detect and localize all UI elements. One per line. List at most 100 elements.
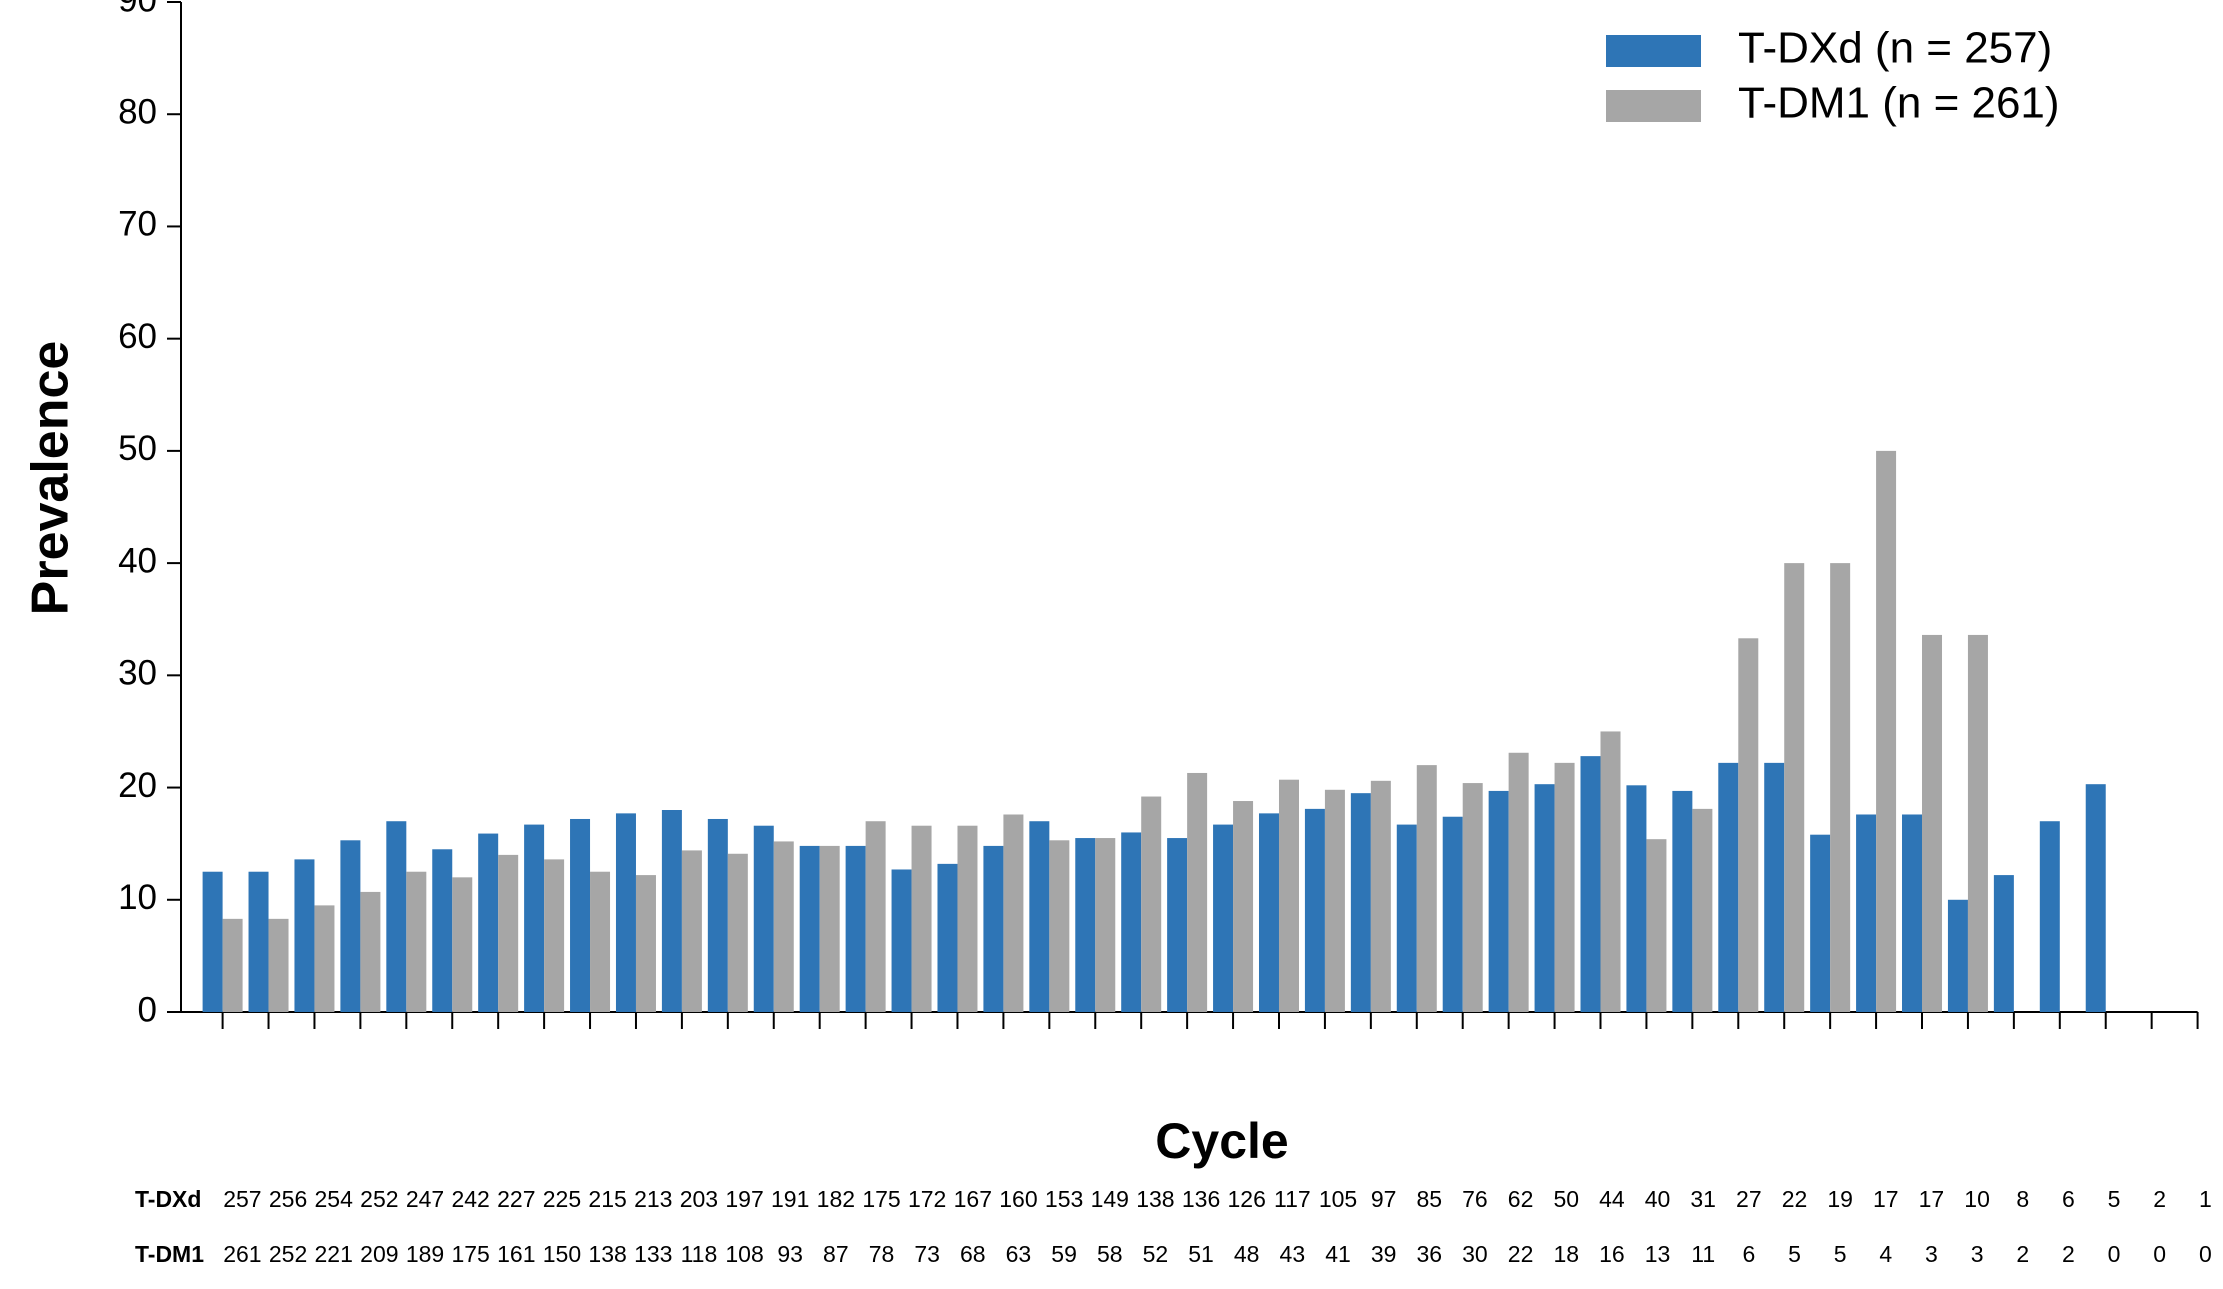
risk-value: 5	[1788, 1241, 1801, 1267]
risk-value: 78	[869, 1241, 895, 1267]
bar	[524, 824, 545, 1012]
bar	[1718, 762, 1739, 1012]
risk-value: 39	[1371, 1241, 1397, 1267]
bar	[707, 818, 728, 1012]
bar	[727, 853, 748, 1012]
risk-value: 18	[1553, 1241, 1579, 1267]
bar	[1258, 813, 1279, 1012]
bar	[544, 859, 565, 1012]
risk-value: 58	[1097, 1241, 1123, 1267]
bar	[957, 825, 978, 1012]
y-tick-label: 70	[118, 205, 157, 244]
risk-value: 48	[1234, 1241, 1260, 1267]
bar	[1600, 731, 1621, 1012]
bar	[590, 871, 611, 1012]
bar	[845, 845, 866, 1012]
risk-value: 31	[1690, 1186, 1716, 1212]
bar	[1646, 839, 1667, 1012]
bar	[1049, 840, 1070, 1012]
risk-value: 118	[681, 1241, 718, 1267]
risk-value: 160	[999, 1186, 1037, 1212]
risk-value: 256	[269, 1186, 307, 1212]
risk-value: 36	[1417, 1241, 1443, 1267]
risk-value: 215	[588, 1186, 626, 1212]
risk-value: 182	[817, 1186, 855, 1212]
bar	[1075, 838, 1096, 1012]
bar	[202, 871, 223, 1012]
bar	[1029, 821, 1050, 1012]
risk-value: 138	[1136, 1186, 1174, 1212]
bar	[983, 845, 1004, 1012]
bar	[1324, 789, 1345, 1012]
risk-value: 126	[1228, 1186, 1266, 1212]
legend-label: T-DM1 (n = 261)	[1738, 79, 2060, 128]
bar	[386, 821, 407, 1012]
risk-row-label: T-DXd	[135, 1186, 201, 1212]
bar	[2039, 821, 2060, 1012]
bar	[1534, 784, 1555, 1012]
bar	[1947, 899, 1968, 1012]
risk-value: 108	[725, 1241, 763, 1267]
bar	[1167, 838, 1188, 1012]
risk-value: 149	[1091, 1186, 1129, 1212]
y-tick-label: 30	[118, 654, 157, 693]
risk-value: 62	[1508, 1186, 1534, 1212]
risk-value: 51	[1188, 1241, 1214, 1267]
risk-value: 93	[777, 1241, 803, 1267]
y-axis-title: Prevalence	[22, 341, 80, 616]
bar	[1304, 808, 1325, 1012]
risk-value: 0	[2199, 1241, 2212, 1267]
y-tick-label: 40	[118, 541, 157, 580]
risk-value: 22	[1508, 1241, 1534, 1267]
bar	[1213, 824, 1234, 1012]
risk-value: 221	[315, 1241, 353, 1267]
risk-value: 68	[960, 1241, 986, 1267]
risk-value: 254	[315, 1186, 354, 1212]
bar	[891, 869, 912, 1012]
risk-value: 257	[223, 1186, 261, 1212]
bar	[1278, 779, 1299, 1012]
bar	[1876, 450, 1897, 1012]
bar	[1442, 816, 1463, 1012]
bar	[661, 810, 682, 1012]
bar	[819, 845, 840, 1012]
risk-value: 59	[1051, 1241, 1077, 1267]
risk-value: 242	[451, 1186, 489, 1212]
bar	[478, 833, 499, 1012]
risk-value: 8	[2016, 1186, 2029, 1212]
bar	[2085, 784, 2106, 1012]
risk-value: 22	[1782, 1186, 1808, 1212]
bar	[1488, 790, 1509, 1012]
bar	[1233, 801, 1254, 1012]
risk-value: 40	[1645, 1186, 1671, 1212]
bar	[1626, 785, 1647, 1012]
risk-value: 161	[497, 1241, 535, 1267]
risk-value: 50	[1553, 1186, 1579, 1212]
risk-value: 167	[954, 1186, 992, 1212]
risk-value: 2	[2062, 1241, 2075, 1267]
bar	[1416, 765, 1437, 1012]
risk-value: 261	[223, 1241, 261, 1267]
risk-value: 5	[1834, 1241, 1847, 1267]
risk-value: 6	[2062, 1186, 2075, 1212]
bar	[1993, 875, 2014, 1012]
risk-value: 85	[1417, 1186, 1443, 1212]
bar	[1856, 814, 1877, 1012]
y-tick-label: 10	[118, 878, 157, 917]
bar	[498, 854, 519, 1012]
bar	[681, 850, 702, 1012]
risk-value: 44	[1599, 1186, 1625, 1212]
bar	[268, 918, 289, 1012]
risk-value: 150	[543, 1241, 581, 1267]
y-tick-label: 0	[138, 990, 157, 1029]
risk-value: 117	[1274, 1186, 1311, 1212]
risk-value: 2	[2016, 1241, 2029, 1267]
bar	[1902, 814, 1923, 1012]
risk-value: 1	[2199, 1186, 2212, 1212]
bar	[1784, 563, 1805, 1012]
bar	[615, 813, 636, 1012]
risk-value: 153	[1045, 1186, 1083, 1212]
risk-value: 191	[771, 1186, 809, 1212]
bar	[1922, 634, 1943, 1012]
risk-value: 10	[1964, 1186, 1990, 1212]
